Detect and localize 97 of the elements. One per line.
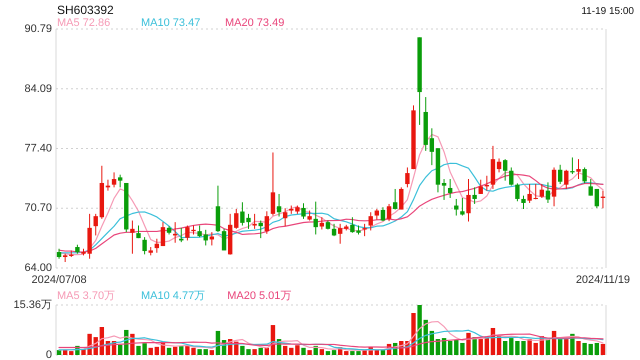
candlestick (484, 175, 490, 192)
y-tick-label: 84.09 (24, 82, 52, 95)
candlestick (210, 232, 214, 246)
candlestick (392, 188, 398, 210)
bar (172, 346, 178, 355)
candlestick (320, 216, 324, 230)
bar (179, 346, 184, 355)
bar (240, 346, 245, 355)
y-tick-label: 90.79 (24, 23, 52, 35)
bar (564, 339, 568, 355)
bar (326, 351, 330, 355)
text: MA5 72.86 (57, 17, 110, 29)
x-tick-label: 2024/07/08 (32, 274, 87, 286)
bar (252, 349, 257, 355)
candlestick (142, 236, 147, 255)
candlestick (130, 220, 135, 254)
candlestick (307, 210, 312, 222)
candlestick (222, 228, 226, 251)
bar (307, 350, 312, 355)
chart-title: SH603392 (57, 3, 114, 17)
candlestick (564, 169, 568, 190)
candlestick (172, 222, 178, 244)
candlestick (582, 166, 587, 184)
candlestick (270, 152, 276, 216)
candlestick (264, 210, 270, 234)
candlestick (282, 208, 288, 227)
candlestick (252, 213, 257, 230)
bar (142, 343, 147, 355)
bar (356, 351, 361, 355)
candlestick (136, 225, 141, 239)
candlestick (314, 201, 318, 235)
candlestick (368, 212, 373, 231)
text: MA20 73.49 (225, 17, 284, 29)
candlestick (386, 203, 392, 222)
bar (246, 349, 251, 355)
candlestick (362, 223, 367, 237)
candlestick (448, 178, 452, 198)
candlestick (521, 195, 526, 210)
candlestick (405, 166, 410, 188)
candlestick (276, 193, 282, 218)
y-tick-label: 15.36万 (13, 299, 52, 311)
candlestick (56, 248, 62, 260)
text: 11-19 15:00 (581, 6, 634, 17)
candlestick (460, 197, 465, 216)
x-tick-label: 2024/11/19 (576, 274, 630, 286)
text: MA10 4.77万 (141, 290, 206, 302)
y-tick-label: 70.70 (24, 202, 52, 214)
bar (521, 341, 526, 355)
candlestick (472, 186, 477, 204)
line-series (58, 333, 604, 349)
bar (380, 350, 386, 355)
bar (136, 346, 141, 355)
candlestick (179, 227, 184, 243)
bar (546, 339, 550, 355)
bar (600, 344, 606, 355)
y-tick-label: 0 (46, 349, 52, 360)
candlestick (399, 186, 404, 210)
bar (576, 341, 581, 355)
candlestick (112, 172, 116, 188)
y-tick-label: 77.40 (24, 142, 52, 154)
bar (320, 349, 324, 355)
text: MA10 73.47 (141, 17, 200, 29)
candlestick (496, 158, 502, 173)
bar (350, 351, 355, 355)
candlestick (301, 202, 306, 220)
candlestick (240, 202, 245, 226)
text: MA5 3.70万 (57, 290, 116, 302)
bar (210, 350, 214, 355)
candlestick (258, 220, 263, 239)
candlestick (502, 158, 508, 182)
candlestick (454, 198, 458, 216)
candlestick (515, 182, 520, 202)
text: MA20 5.01万 (227, 290, 292, 302)
bar (332, 350, 336, 355)
bar (552, 330, 556, 355)
candlestick (350, 216, 355, 234)
candlestick (332, 223, 336, 237)
candlestick (570, 156, 575, 175)
bar (258, 348, 263, 355)
candlestick (540, 184, 544, 198)
line-series (58, 330, 604, 350)
candlestick (185, 225, 190, 241)
candlestick (442, 178, 446, 200)
candlestick (374, 208, 380, 220)
candlestick (75, 244, 80, 254)
bar (166, 348, 172, 355)
candlestick (380, 206, 386, 222)
candlestick (546, 182, 550, 204)
candlestick (118, 174, 122, 188)
bar (496, 336, 502, 355)
candlestick (600, 190, 606, 209)
candlestick (509, 166, 514, 186)
bar (56, 350, 62, 355)
candlestick (478, 179, 483, 194)
bar (558, 339, 562, 355)
y-tick-label: 64.00 (24, 262, 52, 274)
candlestick (558, 164, 562, 185)
